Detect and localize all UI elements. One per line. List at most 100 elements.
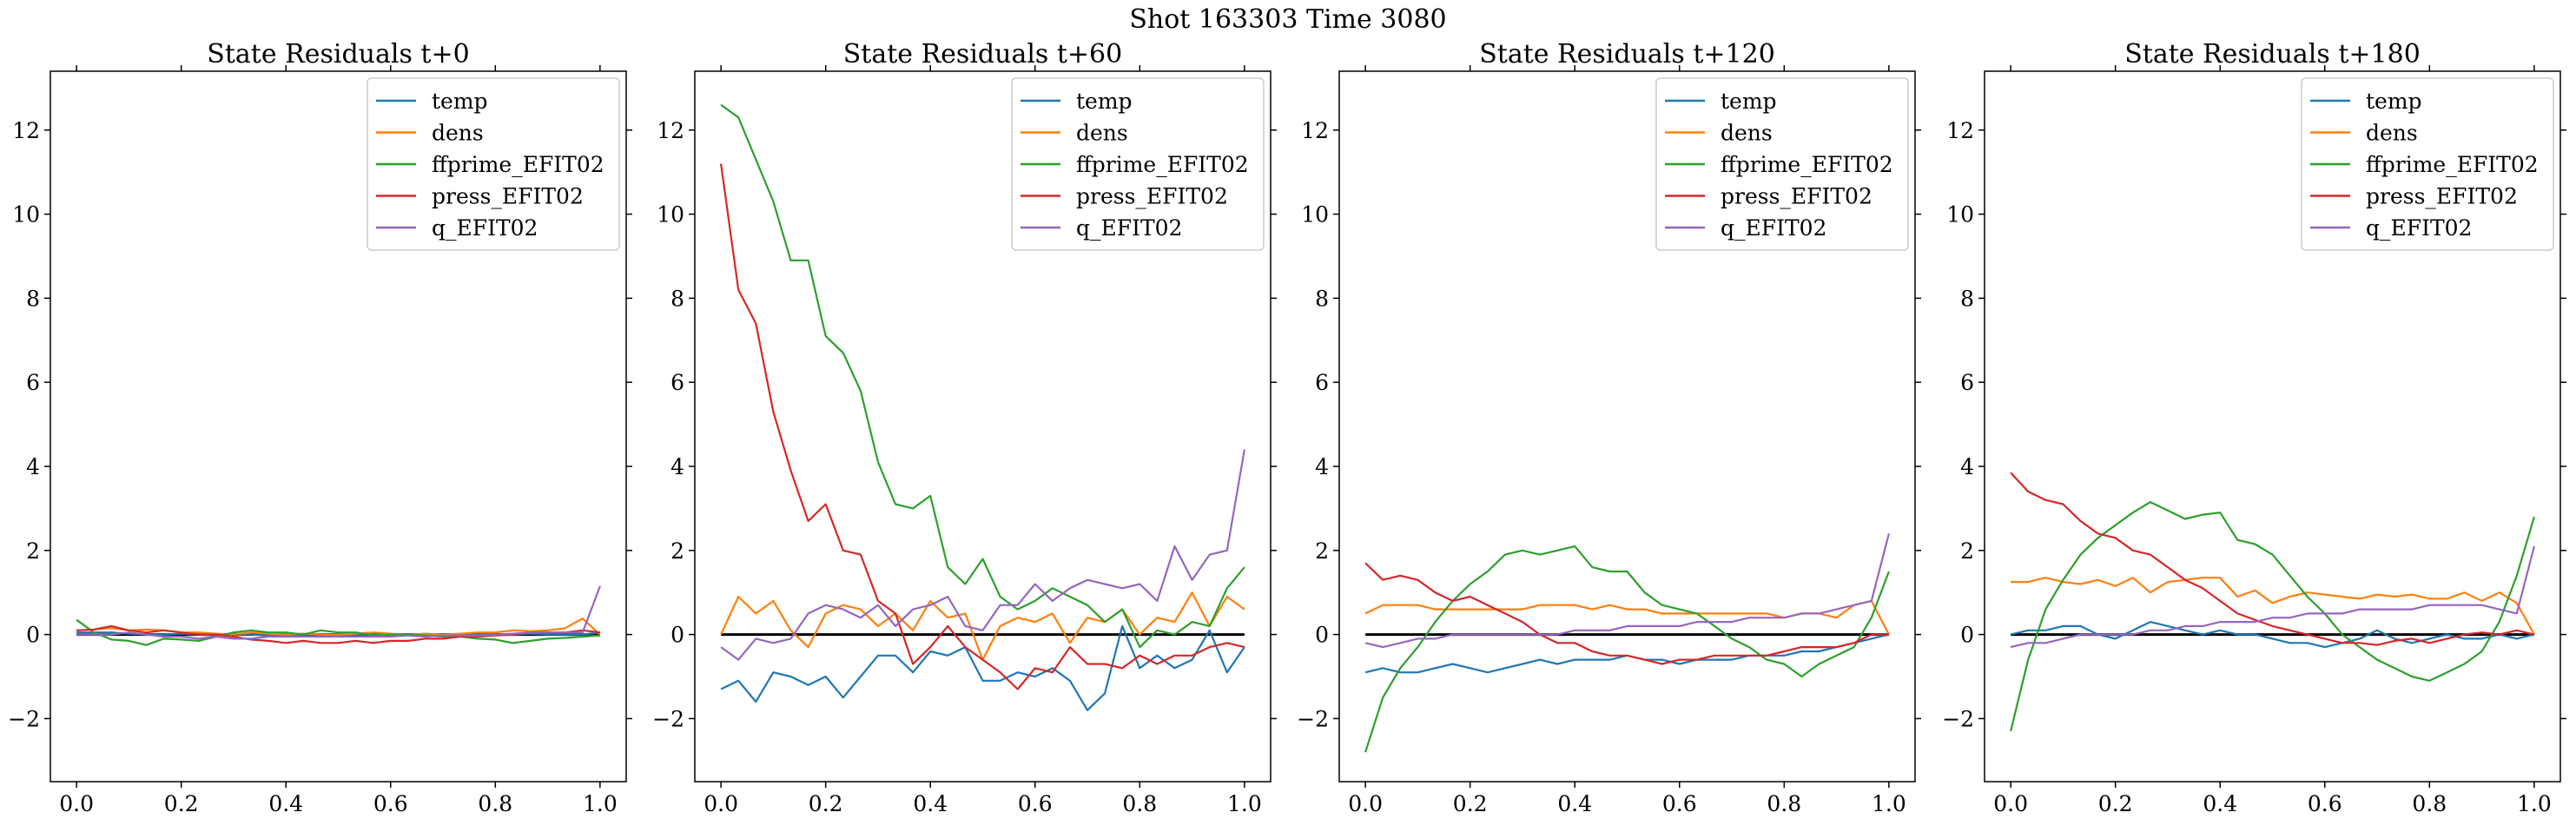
y-tick-label: −2 xyxy=(1297,706,1329,731)
plot-frame xyxy=(694,70,1271,783)
y-tick-label: 0 xyxy=(1315,623,1329,648)
y-tick-label: 10 xyxy=(657,202,684,228)
y-tick-label: 6 xyxy=(1960,370,1974,395)
legend-box xyxy=(1011,77,1265,251)
series-line-q-efit02 xyxy=(720,449,1245,661)
x-tick-label: 0.2 xyxy=(1453,791,1488,816)
panel-title: State Residuals t+120 xyxy=(1479,39,1775,69)
x-tick-label: 0.0 xyxy=(1348,791,1383,816)
y-tick-label: 12 xyxy=(1301,118,1329,143)
x-tick-label: 0.0 xyxy=(703,791,738,816)
y-tick-label: 8 xyxy=(1960,286,1974,311)
y-tick-label: 0 xyxy=(670,623,684,648)
series-line-press-efit02 xyxy=(720,163,1245,690)
plot-frame xyxy=(50,70,627,783)
legend: temp dens ffprime_EFIT02 press_EFIT02 q_EFIT… xyxy=(367,77,620,251)
y-tick-label: −2 xyxy=(1942,706,1974,731)
series-line-press-efit02 xyxy=(2010,472,2535,646)
legend-box xyxy=(2301,77,2554,251)
y-tick-label: 2 xyxy=(26,538,40,564)
legend-label: ffprime_EFIT02 xyxy=(432,152,604,177)
y-tick-label: 0 xyxy=(1960,623,1974,648)
plot-frame xyxy=(1338,70,1916,783)
y-tick-label: 12 xyxy=(657,118,684,143)
series-line-ffprime-efit02 xyxy=(720,103,1245,649)
series-line-ffprime-efit02 xyxy=(1364,545,1890,753)
series-line-q-efit02 xyxy=(2010,545,2535,649)
legend-label: temp xyxy=(2366,89,2422,114)
x-tick-label: 1.0 xyxy=(2517,791,2552,816)
panel-title: State Residuals t+180 xyxy=(2124,39,2421,69)
legend-label: dens xyxy=(1076,121,1128,146)
series-line-temp xyxy=(720,624,1245,711)
series-line-q-efit02 xyxy=(76,585,601,640)
y-tick-label: 2 xyxy=(1960,538,1974,564)
x-tick-label: 0.8 xyxy=(2412,791,2447,816)
chart-panel-1: State Residuals t+0 0.0 0.2 0.4 0.6 0.8 1.0 −2 0… xyxy=(8,39,632,816)
y-tick-label: 6 xyxy=(1315,370,1329,395)
series-line-q-efit02 xyxy=(1364,533,1890,649)
x-tick-label: 0.8 xyxy=(1122,791,1157,816)
figure-title: Shot 163303 Time 3080 xyxy=(1129,4,1446,35)
x-tick-label: 1.0 xyxy=(1227,791,1262,816)
legend: temp dens ffprime_EFIT02 press_EFIT02 q_EFIT… xyxy=(1655,77,1909,251)
y-tick-label: 12 xyxy=(12,118,40,143)
panels-container: State Residuals t+0 0.0 0.2 0.4 0.6 0.8 1.0 −2 0… xyxy=(8,39,2566,816)
y-tick-label: 4 xyxy=(1315,454,1329,479)
y-tick-label: −2 xyxy=(652,706,684,731)
x-tick-label: 0.8 xyxy=(1767,791,1801,816)
x-tick-label: 0.4 xyxy=(268,791,303,816)
x-tick-label: 0.6 xyxy=(1018,791,1053,816)
x-tick-label: 0.2 xyxy=(809,791,843,816)
y-tick-label: 6 xyxy=(26,370,40,395)
y-tick-label: 8 xyxy=(26,286,40,311)
chart-panel-2: State Residuals t+60 0.0 0.2 0.4 0.6 0.8 1.0 −2… xyxy=(652,39,1277,816)
x-tick-label: 0.6 xyxy=(373,791,408,816)
y-tick-label: 8 xyxy=(1315,286,1329,311)
legend: temp dens ffprime_EFIT02 press_EFIT02 q_EFIT… xyxy=(1011,77,1265,251)
y-tick-label: 6 xyxy=(670,370,684,395)
legend-label: ffprime_EFIT02 xyxy=(1721,152,1893,177)
x-tick-label: 0.2 xyxy=(164,791,199,816)
legend-label: q_EFIT02 xyxy=(432,215,538,241)
x-tick-label: 0.6 xyxy=(1662,791,1697,816)
legend-label: q_EFIT02 xyxy=(1076,215,1182,241)
y-tick-label: 10 xyxy=(1946,202,1974,228)
x-tick-label: 0.8 xyxy=(478,791,512,816)
legend-box xyxy=(1655,77,1909,251)
x-tick-label: 0.0 xyxy=(1993,791,2028,816)
panel-title: State Residuals t+60 xyxy=(843,39,1122,69)
legend-label: ffprime_EFIT02 xyxy=(2366,152,2539,177)
legend-label: temp xyxy=(1721,89,1777,114)
legend-label: q_EFIT02 xyxy=(1721,215,1826,241)
panel-title: State Residuals t+0 xyxy=(207,39,469,69)
series-line-press-efit02 xyxy=(1364,562,1889,665)
x-tick-label: 0.4 xyxy=(1557,791,1592,816)
x-tick-label: 1.0 xyxy=(583,791,618,816)
series-line-dens xyxy=(2011,577,2535,636)
y-tick-label: 4 xyxy=(1960,454,1974,479)
y-tick-label: 0 xyxy=(26,623,40,648)
legend-label: dens xyxy=(2366,121,2418,146)
series-line-dens xyxy=(1364,599,1890,636)
legend-label: press_EFIT02 xyxy=(432,184,584,209)
plot-frame xyxy=(1984,70,2561,783)
x-tick-label: 0.4 xyxy=(913,791,948,816)
x-tick-label: 0.6 xyxy=(2308,791,2342,816)
legend-box xyxy=(367,77,620,251)
legend-label: press_EFIT02 xyxy=(2366,184,2518,209)
legend-label: q_EFIT02 xyxy=(2366,215,2472,241)
y-tick-label: 12 xyxy=(1946,118,1974,143)
series-line-temp xyxy=(1364,633,1890,674)
x-tick-label: 0.0 xyxy=(59,791,94,816)
legend-label: temp xyxy=(1076,89,1133,114)
chart-panel-4: State Residuals t+180 0.0 0.2 0.4 0.6 0.8 1.0 −… xyxy=(1942,39,2566,816)
y-tick-label: 2 xyxy=(1315,538,1329,564)
y-tick-label: 10 xyxy=(1301,202,1329,228)
legend-label: temp xyxy=(432,89,488,114)
legend-label: ffprime_EFIT02 xyxy=(1076,152,1249,177)
x-tick-label: 0.2 xyxy=(2098,791,2133,816)
legend-label: dens xyxy=(1721,121,1773,146)
y-tick-label: 10 xyxy=(12,202,40,228)
